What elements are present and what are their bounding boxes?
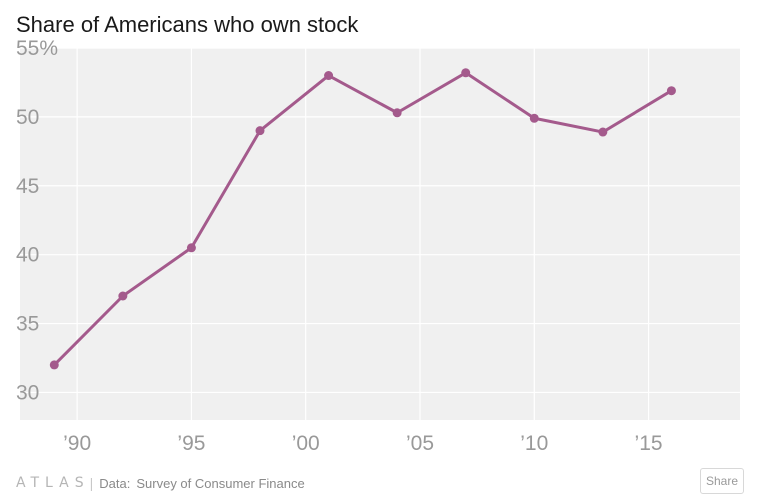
data-point[interactable] [324,71,334,81]
data-point[interactable] [598,127,608,137]
data-point[interactable] [461,68,471,78]
x-tick-label: ’90 [63,432,91,455]
x-tick-label: ’00 [292,432,320,455]
share-button[interactable]: Share [700,468,744,494]
source-value: Survey of Consumer Finance [136,475,305,491]
y-tick-label: 35 [16,313,39,336]
data-point[interactable] [186,243,196,253]
chart-title: Share of Americans who own stock [16,12,359,37]
y-axis: 30 35 40 45 50 55% [16,37,58,404]
data-point[interactable] [255,126,265,136]
source-label: Data: [99,475,131,491]
data-point[interactable] [118,291,128,301]
atlas-logo: ATLAS [16,475,90,491]
x-tick-label: ’95 [177,432,205,455]
footer: ATLAS | Data: Survey of Consumer Finance [16,472,305,494]
data-point[interactable] [392,108,402,118]
x-tick-label: ’05 [406,432,434,455]
y-tick-label: 50 [16,106,39,129]
x-axis: ’90 ’95 ’00 ’05 ’10 ’15 [63,432,662,455]
grid-lines [20,47,740,420]
data-point[interactable] [666,86,676,96]
x-tick-label: ’10 [520,432,548,455]
y-tick-label: 40 [16,244,39,267]
series-line [52,71,673,367]
data-point[interactable] [49,360,59,370]
plot-background [20,48,740,420]
y-tick-label: 55% [16,37,58,60]
footer-separator: | [89,475,94,491]
y-tick-label: 30 [16,381,39,404]
x-tick-label: ’15 [635,432,663,455]
line-chart: 30 35 40 45 50 55% ’90 ’95 ’00 ’05 ’10 ’15 [16,37,740,455]
y-tick-label: 45 [16,175,39,198]
data-point[interactable] [529,113,539,123]
series-layer [49,68,676,370]
